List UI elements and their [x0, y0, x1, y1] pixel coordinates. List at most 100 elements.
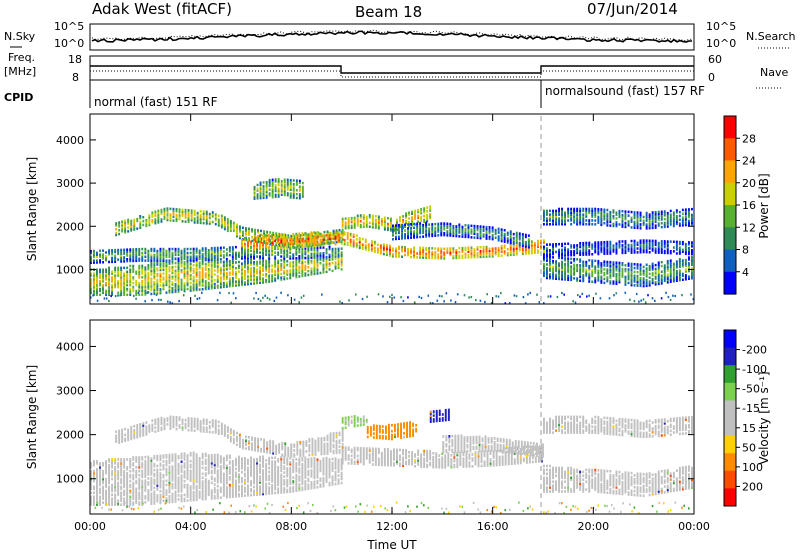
scatter-cell	[201, 263, 204, 266]
scatter-cell	[684, 276, 687, 279]
scatter-cell	[630, 247, 633, 250]
scatter-cell	[494, 247, 497, 250]
scatter-cell	[180, 456, 183, 460]
scatter-cell	[464, 256, 467, 259]
scatter-cell	[521, 233, 524, 236]
scatter-cell	[292, 262, 295, 266]
scatter-cell	[304, 250, 307, 254]
scatter-cell	[117, 471, 120, 475]
scatter-cell	[244, 269, 246, 273]
scatter-cell	[162, 282, 165, 285]
scatter-cell	[241, 273, 243, 277]
scatter-cell	[573, 259, 576, 263]
scatter-cell	[138, 462, 141, 465]
scatter-cell	[289, 261, 292, 264]
scatter-cell	[328, 264, 331, 267]
scatter-cell	[509, 249, 512, 253]
scatter-cell	[298, 195, 301, 198]
scatter-cell	[171, 265, 174, 269]
scatter-cell	[561, 242, 563, 246]
scatter-cell	[410, 232, 412, 236]
scatter-cell	[383, 216, 386, 219]
scatter-cell	[96, 274, 98, 277]
scatter-cell	[461, 235, 464, 238]
scatter-cell	[235, 266, 237, 270]
scatter-cell	[111, 293, 113, 296]
scatter-cell	[582, 279, 585, 283]
scatter-cell	[171, 302, 174, 305]
scatter-cell	[672, 280, 675, 283]
scatter-cell	[329, 234, 332, 237]
scatter-cell	[123, 276, 126, 279]
scatter-cell	[479, 253, 482, 257]
scatter-cell	[126, 499, 129, 502]
scatter-cell	[153, 265, 156, 268]
scatter-cell	[588, 274, 591, 277]
scatter-cell	[120, 258, 123, 261]
scatter-cell	[497, 239, 500, 242]
scatter-cell	[479, 255, 482, 259]
scatter-cell	[546, 219, 548, 222]
scatter-cell	[570, 219, 573, 222]
scatter-cell	[204, 272, 207, 275]
scatter-cell	[630, 251, 633, 254]
scatter-cell	[651, 215, 654, 218]
scatter-cell	[567, 248, 570, 251]
scatter-cell	[123, 287, 126, 291]
scatter-cell	[123, 458, 126, 461]
scatter-cell	[289, 238, 292, 242]
scatter-cell	[585, 213, 588, 216]
scatter-cell	[485, 245, 488, 249]
scatter-cell	[398, 255, 400, 258]
scatter-cell	[251, 230, 253, 233]
scatter-cell	[642, 247, 645, 250]
scatter-cell	[93, 261, 95, 264]
scatter-cell	[615, 221, 618, 224]
scatter-cell	[426, 210, 429, 213]
scatter-cell	[156, 259, 159, 262]
scatter-cell	[298, 189, 301, 192]
scatter-cell	[425, 233, 428, 236]
scatter-cell	[132, 268, 135, 271]
scatter-cell	[183, 253, 186, 257]
scatter-cell	[189, 277, 192, 281]
scatter-cell	[195, 247, 198, 251]
scatter-cell	[449, 249, 452, 252]
scatter-cell	[228, 259, 231, 263]
scatter-cell	[335, 235, 338, 238]
scatter-cell	[108, 479, 110, 483]
scatter-cell	[579, 268, 582, 271]
scatter-cell	[126, 259, 129, 263]
scatter-cell	[684, 218, 687, 221]
scatter-cell	[573, 244, 576, 247]
scatter-cell	[684, 210, 687, 213]
scatter-cell	[257, 238, 259, 242]
scatter-cell	[171, 475, 174, 478]
scatter-cell	[283, 186, 286, 189]
scatter-cell	[102, 493, 104, 497]
scatter-cell	[275, 238, 278, 241]
scatter-cell	[129, 491, 132, 495]
scatter-cell	[114, 473, 117, 477]
scatter-cell	[314, 237, 317, 241]
scatter-cell	[402, 224, 404, 228]
scatter-cell	[663, 275, 666, 279]
scatter-cell	[476, 246, 479, 249]
scatter-cell	[633, 263, 636, 266]
scatter-cell	[256, 281, 258, 285]
scatter-cell	[235, 280, 237, 283]
scatter-cell	[195, 284, 198, 288]
scatter-cell	[609, 272, 612, 275]
scatter-cell	[253, 255, 255, 258]
scatter-cell	[241, 247, 243, 251]
scatter-cell	[359, 220, 362, 223]
scatter-cell	[296, 240, 299, 243]
scatter-cell	[606, 272, 609, 275]
scatter-cell	[527, 238, 530, 241]
scatter-cell	[130, 227, 133, 230]
scatter-cell	[132, 464, 135, 467]
scatter-cell	[253, 246, 255, 249]
scatter-cell	[636, 267, 639, 270]
scatter-cell	[156, 454, 159, 458]
scatter-cell	[202, 212, 205, 215]
